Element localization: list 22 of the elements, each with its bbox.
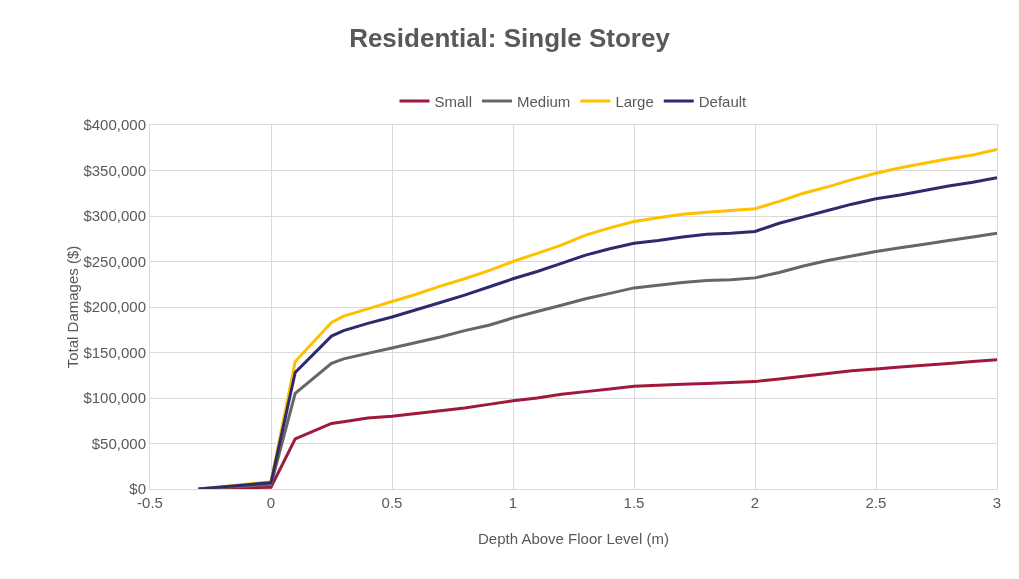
- legend-label: Large: [615, 92, 654, 110]
- x-tick-label: 0.5: [381, 494, 403, 511]
- y-tick-label: $50,000: [91, 434, 146, 452]
- y-tick-label: $300,000: [83, 207, 146, 225]
- x-tick-label: 1: [508, 494, 518, 511]
- y-tick-label: $200,000: [83, 298, 146, 316]
- x-tick-label: 2: [750, 494, 760, 511]
- y-axis-title: Total Damages ($): [64, 245, 82, 369]
- chart-title: Residential: Single Storey: [349, 23, 671, 54]
- x-tick-label: 3: [992, 494, 1002, 511]
- y-tick-label: $250,000: [83, 252, 146, 270]
- y-tick-label: $150,000: [83, 343, 146, 361]
- x-axis-title: Depth Above Floor Level (m): [478, 530, 669, 547]
- legend-label: Medium: [517, 92, 571, 110]
- x-tick-label: 2.5: [865, 494, 887, 511]
- x-tick-label: 1.5: [623, 494, 645, 511]
- x-tick-label: 0: [266, 494, 276, 511]
- y-tick-label: $400,000: [83, 116, 146, 134]
- legend-label: Default: [698, 92, 748, 110]
- y-tick-label: $350,000: [83, 161, 146, 179]
- legend-label: Small: [434, 92, 473, 110]
- y-tick-label: $100,000: [83, 389, 146, 407]
